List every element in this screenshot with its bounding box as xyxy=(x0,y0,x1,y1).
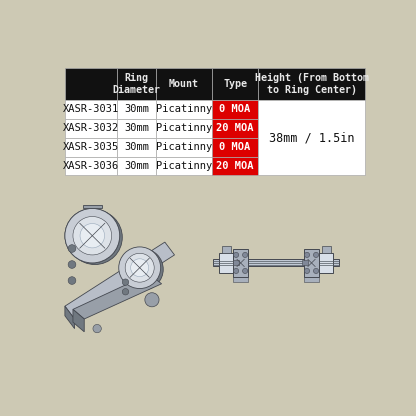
Bar xyxy=(117,156,156,176)
Text: Height (From Bottom
to Ring Center): Height (From Bottom to Ring Center) xyxy=(255,73,369,94)
Text: Picatinny: Picatinny xyxy=(156,161,212,171)
Polygon shape xyxy=(83,205,102,208)
Circle shape xyxy=(131,259,149,277)
Polygon shape xyxy=(73,310,84,332)
Bar xyxy=(304,249,319,277)
Bar xyxy=(65,100,117,119)
Text: Ring
Diameter: Ring Diameter xyxy=(113,73,161,94)
Bar xyxy=(258,100,365,176)
Circle shape xyxy=(122,279,129,285)
Text: XASR-3032: XASR-3032 xyxy=(63,123,119,133)
Circle shape xyxy=(93,324,102,333)
Text: 0 MOA: 0 MOA xyxy=(219,142,251,152)
Bar xyxy=(156,119,212,138)
Bar xyxy=(117,119,156,138)
Polygon shape xyxy=(73,274,162,319)
Circle shape xyxy=(305,253,310,258)
Bar xyxy=(212,138,258,156)
Bar xyxy=(213,260,339,267)
Circle shape xyxy=(314,268,319,273)
Text: 0 MOA: 0 MOA xyxy=(219,104,251,114)
Bar xyxy=(156,100,212,119)
Circle shape xyxy=(122,289,129,295)
Text: 38mm / 1.5in: 38mm / 1.5in xyxy=(269,131,354,144)
Text: Picatinny: Picatinny xyxy=(156,142,212,152)
Circle shape xyxy=(233,268,239,273)
Text: 30mm: 30mm xyxy=(124,142,149,152)
Circle shape xyxy=(68,261,76,268)
Circle shape xyxy=(121,248,163,290)
Circle shape xyxy=(80,223,104,248)
Bar xyxy=(156,156,212,176)
Circle shape xyxy=(314,253,319,258)
Bar xyxy=(233,260,239,265)
Text: 30mm: 30mm xyxy=(124,123,149,133)
Circle shape xyxy=(243,268,248,273)
Bar xyxy=(219,253,233,272)
Bar xyxy=(117,138,156,156)
Text: 30mm: 30mm xyxy=(124,161,149,171)
Circle shape xyxy=(125,253,154,282)
Text: Mount: Mount xyxy=(169,79,199,89)
Circle shape xyxy=(119,247,161,289)
Text: Picatinny: Picatinny xyxy=(156,123,212,133)
Bar xyxy=(222,246,230,253)
Bar xyxy=(233,277,248,282)
Circle shape xyxy=(67,210,122,265)
Bar xyxy=(65,67,117,100)
Bar xyxy=(65,119,117,138)
Polygon shape xyxy=(65,306,74,329)
Bar xyxy=(258,67,365,100)
Circle shape xyxy=(68,245,76,253)
Text: XASR-3035: XASR-3035 xyxy=(63,142,119,152)
Bar xyxy=(319,253,333,272)
Bar xyxy=(212,100,258,119)
Bar xyxy=(117,100,156,119)
Text: 20 MOA: 20 MOA xyxy=(216,123,254,133)
Bar xyxy=(156,67,212,100)
Text: Type: Type xyxy=(223,79,247,89)
Circle shape xyxy=(65,208,120,263)
Circle shape xyxy=(233,253,239,258)
Polygon shape xyxy=(65,242,175,319)
Bar xyxy=(212,67,258,100)
Circle shape xyxy=(243,253,248,258)
Bar xyxy=(65,138,117,156)
Text: XASR-3036: XASR-3036 xyxy=(63,161,119,171)
Bar xyxy=(212,156,258,176)
Bar xyxy=(233,249,248,277)
Circle shape xyxy=(68,277,76,285)
Bar xyxy=(304,277,319,282)
Circle shape xyxy=(145,293,159,307)
Circle shape xyxy=(73,216,111,255)
Text: Picatinny: Picatinny xyxy=(156,104,212,114)
Bar xyxy=(156,138,212,156)
Bar xyxy=(322,246,331,253)
Bar xyxy=(117,67,156,100)
Circle shape xyxy=(65,208,120,263)
Bar xyxy=(212,119,258,138)
Text: 20 MOA: 20 MOA xyxy=(216,161,254,171)
Text: 30mm: 30mm xyxy=(124,104,149,114)
Bar xyxy=(65,156,117,176)
Bar xyxy=(302,260,308,265)
Circle shape xyxy=(305,268,310,273)
Text: XASR-3031: XASR-3031 xyxy=(63,104,119,114)
